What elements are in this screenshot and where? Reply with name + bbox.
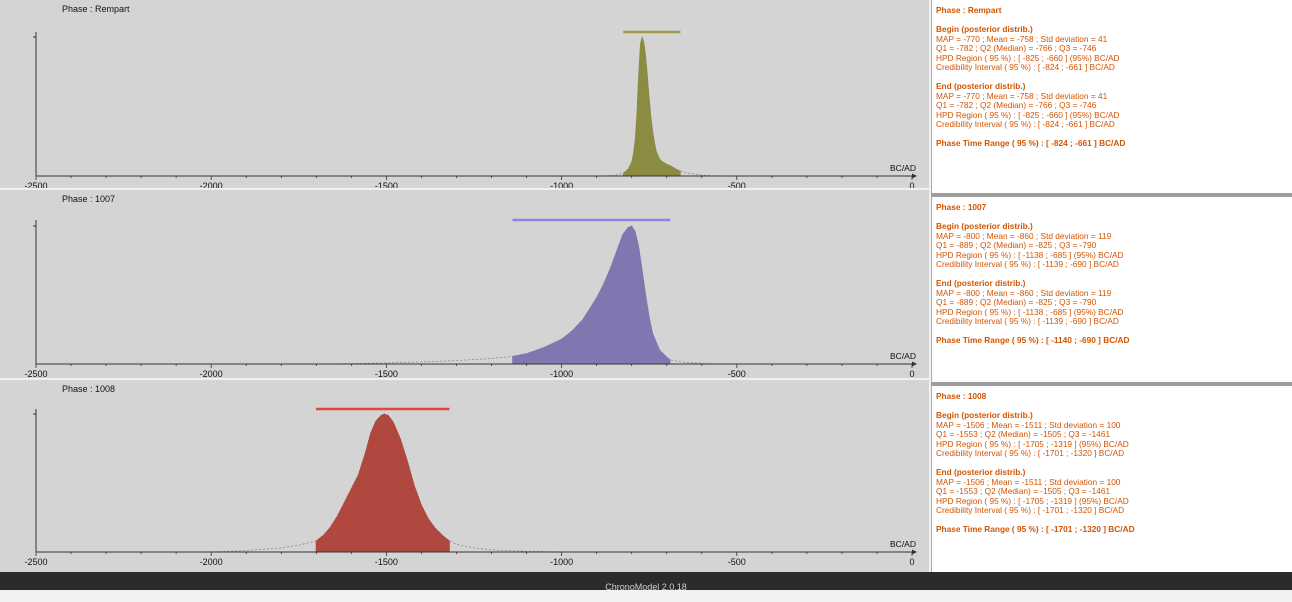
x-tick-label: -1500 [375, 369, 398, 379]
app-version: ChronoModel 2.0.18 [605, 582, 687, 592]
x-axis-arrow [912, 549, 917, 555]
end-line: Credibility Interval ( 95 %) : [ -1701 ;… [936, 505, 1125, 516]
begin-line: Q1 = -782 ; Q2 (Median) = -766 ; Q3 = -7… [936, 43, 1097, 54]
begin-line: Credibility Interval ( 95 %) : [ -1139 ;… [936, 259, 1119, 270]
phase-time-range: Phase Time Range ( 95 %) : [ -824 ; -661… [936, 138, 1126, 149]
begin-line: HPD Region ( 95 %) : [ -1705 ; -1319 ] (… [936, 438, 1129, 449]
begin-line: MAP = -1506 ; Mean = -1511 ; Std deviati… [936, 419, 1121, 430]
end-line: MAP = -1506 ; Mean = -1511 ; Std deviati… [936, 476, 1121, 487]
end-line: HPD Region ( 95 %) : [ -1705 ; -1319 ] (… [936, 495, 1129, 506]
panel-separator[interactable] [931, 382, 1292, 386]
x-axis-label: BC/AD [890, 539, 916, 549]
end-line: MAP = -770 ; Mean = -758 ; Std deviation… [936, 90, 1108, 101]
x-tick-label: -2500 [24, 557, 47, 567]
panel-divider [0, 188, 929, 190]
begin-line: MAP = -770 ; Mean = -758 ; Std deviation… [936, 33, 1108, 44]
end-heading: End (posterior distrib.) [936, 81, 1026, 92]
stats-title: Phase : 1008 [936, 391, 987, 401]
x-tick-label: -2500 [24, 181, 47, 191]
stats-title: Phase : 1007 [936, 202, 987, 212]
begin-line: MAP = -800 ; Mean = -860 ; Std deviation… [936, 230, 1112, 241]
end-line: HPD Region ( 95 %) : [ -1138 ; -685 ] (9… [936, 306, 1124, 317]
begin-heading: Begin (posterior distrib.) [936, 24, 1033, 35]
end-line: Q1 = -1553 ; Q2 (Median) = -1505 ; Q3 = … [936, 486, 1111, 497]
end-heading: End (posterior distrib.) [936, 467, 1026, 478]
density-area [512, 225, 671, 365]
x-tick-label: -2000 [200, 557, 223, 567]
begin-heading: Begin (posterior distrib.) [936, 221, 1033, 232]
x-tick-label: 0 [909, 369, 914, 379]
begin-line: Credibility Interval ( 95 %) : [ -1701 ;… [936, 448, 1125, 459]
x-tick-label: -1500 [375, 181, 398, 191]
stats-panel-1007: Phase : 1007 Begin (posterior distrib.) … [931, 197, 1292, 382]
density-area [623, 35, 681, 177]
phase-charts-svg: -2500 -2000 -1500 -1000 -500 0 BC/AD Phase : Re… [0, 4, 929, 567]
density-outline [603, 35, 716, 177]
x-tick-label: -1000 [550, 557, 573, 567]
x-tick-label: 0 [909, 557, 914, 567]
app-footer: ChronoModel 2.0.18 [0, 572, 1292, 592]
density-area [315, 413, 450, 553]
begin-line: HPD Region ( 95 %) : [ -1138 ; -685 ] (9… [936, 249, 1124, 260]
end-heading: End (posterior distrib.) [936, 278, 1026, 289]
panel-divider [0, 378, 929, 380]
begin-heading: Begin (posterior distrib.) [936, 410, 1033, 421]
end-line: Credibility Interval ( 95 %) : [ -824 ; … [936, 119, 1115, 130]
x-axis-arrow [912, 173, 917, 179]
x-tick-label: -500 [728, 557, 746, 567]
stats-title: Phase : Rempart [936, 5, 1002, 15]
x-axis-arrow [912, 361, 917, 367]
chart-title: Phase : Rempart [62, 4, 130, 14]
end-line: HPD Region ( 95 %) : [ -825 ; -660 ] (95… [936, 109, 1120, 120]
begin-line: HPD Region ( 95 %) : [ -825 ; -660 ] (95… [936, 52, 1120, 63]
begin-line: Q1 = -1553 ; Q2 (Median) = -1505 ; Q3 = … [936, 429, 1111, 440]
x-tick-label: -500 [728, 181, 746, 191]
begin-line: Q1 = -889 ; Q2 (Median) = -825 ; Q3 = -7… [936, 240, 1097, 251]
x-axis-label: BC/AD [890, 351, 916, 361]
x-tick-label: -2000 [200, 181, 223, 191]
end-line: Q1 = -782 ; Q2 (Median) = -766 ; Q3 = -7… [936, 100, 1097, 111]
phase-time-range: Phase Time Range ( 95 %) : [ -1701 ; -13… [936, 524, 1135, 535]
charts-area: -2500 -2000 -1500 -1000 -500 0 BC/AD Phase : Re… [0, 0, 929, 572]
x-tick-label: -1000 [550, 181, 573, 191]
x-axis-label: BC/AD [890, 163, 916, 173]
begin-line: Credibility Interval ( 95 %) : [ -824 ; … [936, 62, 1115, 73]
x-tick-label: -2000 [200, 369, 223, 379]
chart-title: Phase : 1007 [62, 194, 115, 204]
x-tick-label: -2500 [24, 369, 47, 379]
x-tick-label: -1500 [375, 557, 398, 567]
stats-panel-1008: Phase : 1008 Begin (posterior distrib.) … [931, 386, 1292, 572]
x-tick-label: -1000 [550, 369, 573, 379]
chart-title: Phase : 1008 [62, 384, 115, 394]
phase-time-range: Phase Time Range ( 95 %) : [ -1140 ; -69… [936, 335, 1130, 346]
stats-panel-rempart: Phase : Rempart Begin (posterior distrib… [931, 0, 1292, 193]
panel-separator[interactable] [931, 193, 1292, 197]
end-line: Credibility Interval ( 95 %) : [ -1139 ;… [936, 316, 1119, 327]
x-tick-label: -500 [728, 369, 746, 379]
x-tick-label: 0 [909, 181, 914, 191]
end-line: Q1 = -889 ; Q2 (Median) = -825 ; Q3 = -7… [936, 297, 1097, 308]
end-line: MAP = -800 ; Mean = -860 ; Std deviation… [936, 287, 1112, 298]
